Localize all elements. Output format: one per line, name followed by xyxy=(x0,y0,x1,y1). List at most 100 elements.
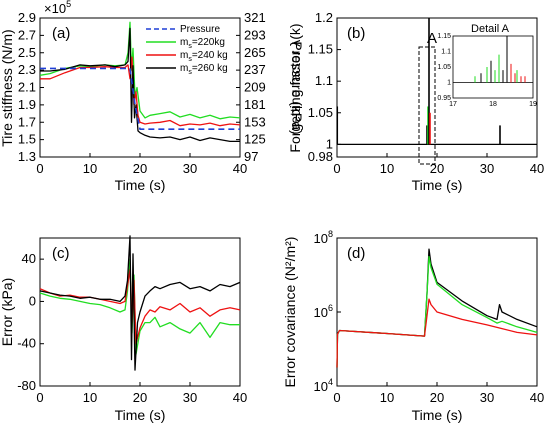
x-tick-label: 0 xyxy=(36,390,43,405)
y-tick-label: 2.9 xyxy=(18,10,36,25)
x-tick-label: 20 xyxy=(430,390,444,405)
panel-a-ylabel-right: Pressure (kPa) xyxy=(289,41,305,134)
x-tick-label: 40 xyxy=(530,390,544,405)
legend-label-m260: ms=260 kg xyxy=(180,63,228,76)
panel-d-y-ticks: 104 106 108 xyxy=(314,229,341,394)
y-right-tick-label: 153 xyxy=(244,114,266,129)
x-tick-label: 30 xyxy=(480,390,494,405)
panel-d: 0 10 20 30 40 104 106 108 (d) Time (s) Error c… xyxy=(282,229,544,423)
x-tick-label: 10 xyxy=(380,390,394,405)
x-tick-label: 0 xyxy=(36,161,43,176)
x-tick-label: 10 xyxy=(83,161,97,176)
panel-c-x-ticks: 0 10 20 30 40 xyxy=(36,382,247,405)
y-tick-label: 1.3 xyxy=(18,149,36,164)
series-line-m220 xyxy=(39,258,240,355)
y-right-tick-label: 97 xyxy=(244,149,258,164)
panel-a-y-ticks: 1.3 1.5 1.7 1.9 2.1 2.3 2.5 2.7 2.9 xyxy=(18,10,44,164)
y-tick-label: 0 xyxy=(29,293,36,308)
panel-d-xlabel: Time (s) xyxy=(412,407,463,423)
panel-d-label: (d) xyxy=(347,245,365,262)
y-right-tick-label: 125 xyxy=(244,132,266,147)
panel-c-y-ticks: -80 -40 0 40 xyxy=(17,251,44,393)
x-tick-label: 20 xyxy=(133,390,147,405)
panel-d-ylabel: Error covariance (N²/m²) xyxy=(282,237,298,388)
x-tick-label: 10 xyxy=(83,390,97,405)
panel-b-label: (b) xyxy=(347,25,365,42)
x-tick-label: 10 xyxy=(380,161,394,176)
y-right-tick-label: 209 xyxy=(244,80,266,95)
y-tick-label: 108 xyxy=(314,229,333,246)
x-tick-label: 40 xyxy=(233,161,247,176)
series-line-m260 xyxy=(40,27,240,143)
x-tick-label: 0 xyxy=(333,390,340,405)
series-line-m240 xyxy=(336,298,538,368)
y-tick-label: 1.2 xyxy=(315,10,333,25)
y-tick-label: -40 xyxy=(17,336,36,351)
panel-a-y-right-ticks: 97 125 153 181 209 237 265 293 321 xyxy=(236,10,266,164)
legend-label-m240: ms=240 kg xyxy=(180,50,228,63)
inset-x-tick-label: 18 xyxy=(489,101,497,108)
panel-d-x-ticks: 0 10 20 30 40 xyxy=(333,382,544,405)
panel-c-label: (c) xyxy=(52,245,70,262)
y-right-tick-label: 265 xyxy=(244,45,266,60)
x-tick-label: 20 xyxy=(133,161,147,176)
panel-b-ylabel: Forgetting factor λ(k) xyxy=(287,23,303,152)
series-line-m260 xyxy=(336,248,538,368)
y-tick-label: 2.7 xyxy=(18,27,36,42)
panel-b-box-label: A xyxy=(427,30,437,47)
panel-b-y-ticks: 0.981 1.05 1.1 1.15 1.2 xyxy=(308,10,341,164)
panel-b-xlabel: Time (s) xyxy=(412,177,463,193)
x-tick-label: 30 xyxy=(480,161,494,176)
legend-label-m220: ms=220kg xyxy=(180,37,225,50)
y-tick-label: 0.98 xyxy=(308,149,333,164)
panel-a-xlabel: Time (s) xyxy=(115,177,166,193)
y-right-tick-label: 237 xyxy=(244,62,266,77)
panel-c: 0 10 20 30 40 -80 -40 0 40 (c) Time (s) Error (… xyxy=(0,235,247,423)
x-tick-label: 30 xyxy=(183,161,197,176)
inset-x-tick-label: 17 xyxy=(449,101,457,108)
y-tick-label: -80 xyxy=(17,378,36,393)
panel-d-plot xyxy=(336,248,538,368)
series-line-m240 xyxy=(40,56,241,127)
x-tick-label: 30 xyxy=(183,390,197,405)
inset-y-tick-label: 1.1 xyxy=(441,49,451,56)
panel-b-inset-plot xyxy=(453,36,533,83)
panel-a-label: (a) xyxy=(52,25,70,42)
y-tick-label: 1.9 xyxy=(18,97,36,112)
series-line-pressure xyxy=(40,67,240,130)
x-tick-label: 20 xyxy=(430,161,444,176)
panel-a-legend: Pressure ms=220kg ms=240 kg ms=260 kg xyxy=(146,24,228,76)
inset-y-tick-label: 1.05 xyxy=(437,64,451,71)
panel-b-inset-x-ticks: 17 18 19 xyxy=(449,101,537,108)
panel-b-detail-box xyxy=(418,46,436,165)
y-tick-label: 1.15 xyxy=(308,42,333,57)
y-tick-label: 40 xyxy=(22,251,36,266)
y-right-tick-label: 181 xyxy=(244,97,266,112)
y-right-tick-label: 293 xyxy=(244,27,266,42)
x-tick-label: 0 xyxy=(333,161,340,176)
panel-b-inset-frame xyxy=(452,35,534,99)
panel-a-ylabel: Tire stiffness (N/m) xyxy=(0,29,15,146)
y-tick-label: 106 xyxy=(314,303,333,320)
panel-a-plot xyxy=(39,21,241,143)
panel-a: 0 10 20 30 40 1.3 1.5 1.7 1.9 2.1 2.3 2.5 2.7 2.9 97… xyxy=(0,0,305,193)
y-tick-label: 2.5 xyxy=(18,45,36,60)
x-tick-label: 40 xyxy=(233,390,247,405)
panel-b-inset-y-ticks: 0.95 1 1.05 1.1 1.15 xyxy=(437,33,451,102)
y-right-tick-label: 321 xyxy=(244,10,266,25)
y-tick-label: 1.1 xyxy=(315,73,333,88)
panel-c-plot xyxy=(39,235,241,371)
y-tick-label: 2.3 xyxy=(18,62,36,77)
inset-y-tick-label: 1 xyxy=(447,80,451,87)
y-tick-label: 104 xyxy=(314,377,333,394)
x-tick-label: 40 xyxy=(530,161,544,176)
y-tick-label: 1.5 xyxy=(18,132,36,147)
y-tick-label: 2.1 xyxy=(18,80,36,95)
y-tick-label: 1.05 xyxy=(308,105,333,120)
panel-b-inset: 17 18 19 0.95 1 1.05 1.1 1.15 xyxy=(437,33,537,108)
inset-y-tick-label: 1.15 xyxy=(437,33,451,40)
inset-y-tick-label: 0.95 xyxy=(437,95,451,102)
series-line-m260 xyxy=(39,235,241,371)
